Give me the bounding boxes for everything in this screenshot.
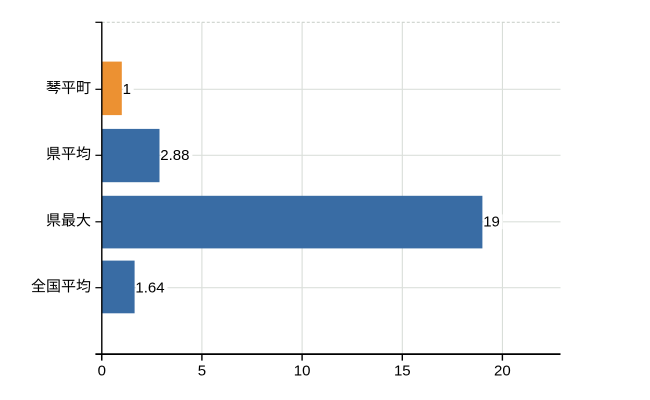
svg-text:0: 0 xyxy=(98,362,106,379)
svg-text:10: 10 xyxy=(294,362,311,379)
svg-text:1.64: 1.64 xyxy=(135,280,164,297)
svg-text:2.88: 2.88 xyxy=(160,147,189,164)
svg-text:5: 5 xyxy=(198,362,206,379)
svg-text:19: 19 xyxy=(483,214,500,231)
svg-text:15: 15 xyxy=(394,362,411,379)
svg-text:1: 1 xyxy=(123,81,131,98)
svg-text:20: 20 xyxy=(494,362,511,379)
